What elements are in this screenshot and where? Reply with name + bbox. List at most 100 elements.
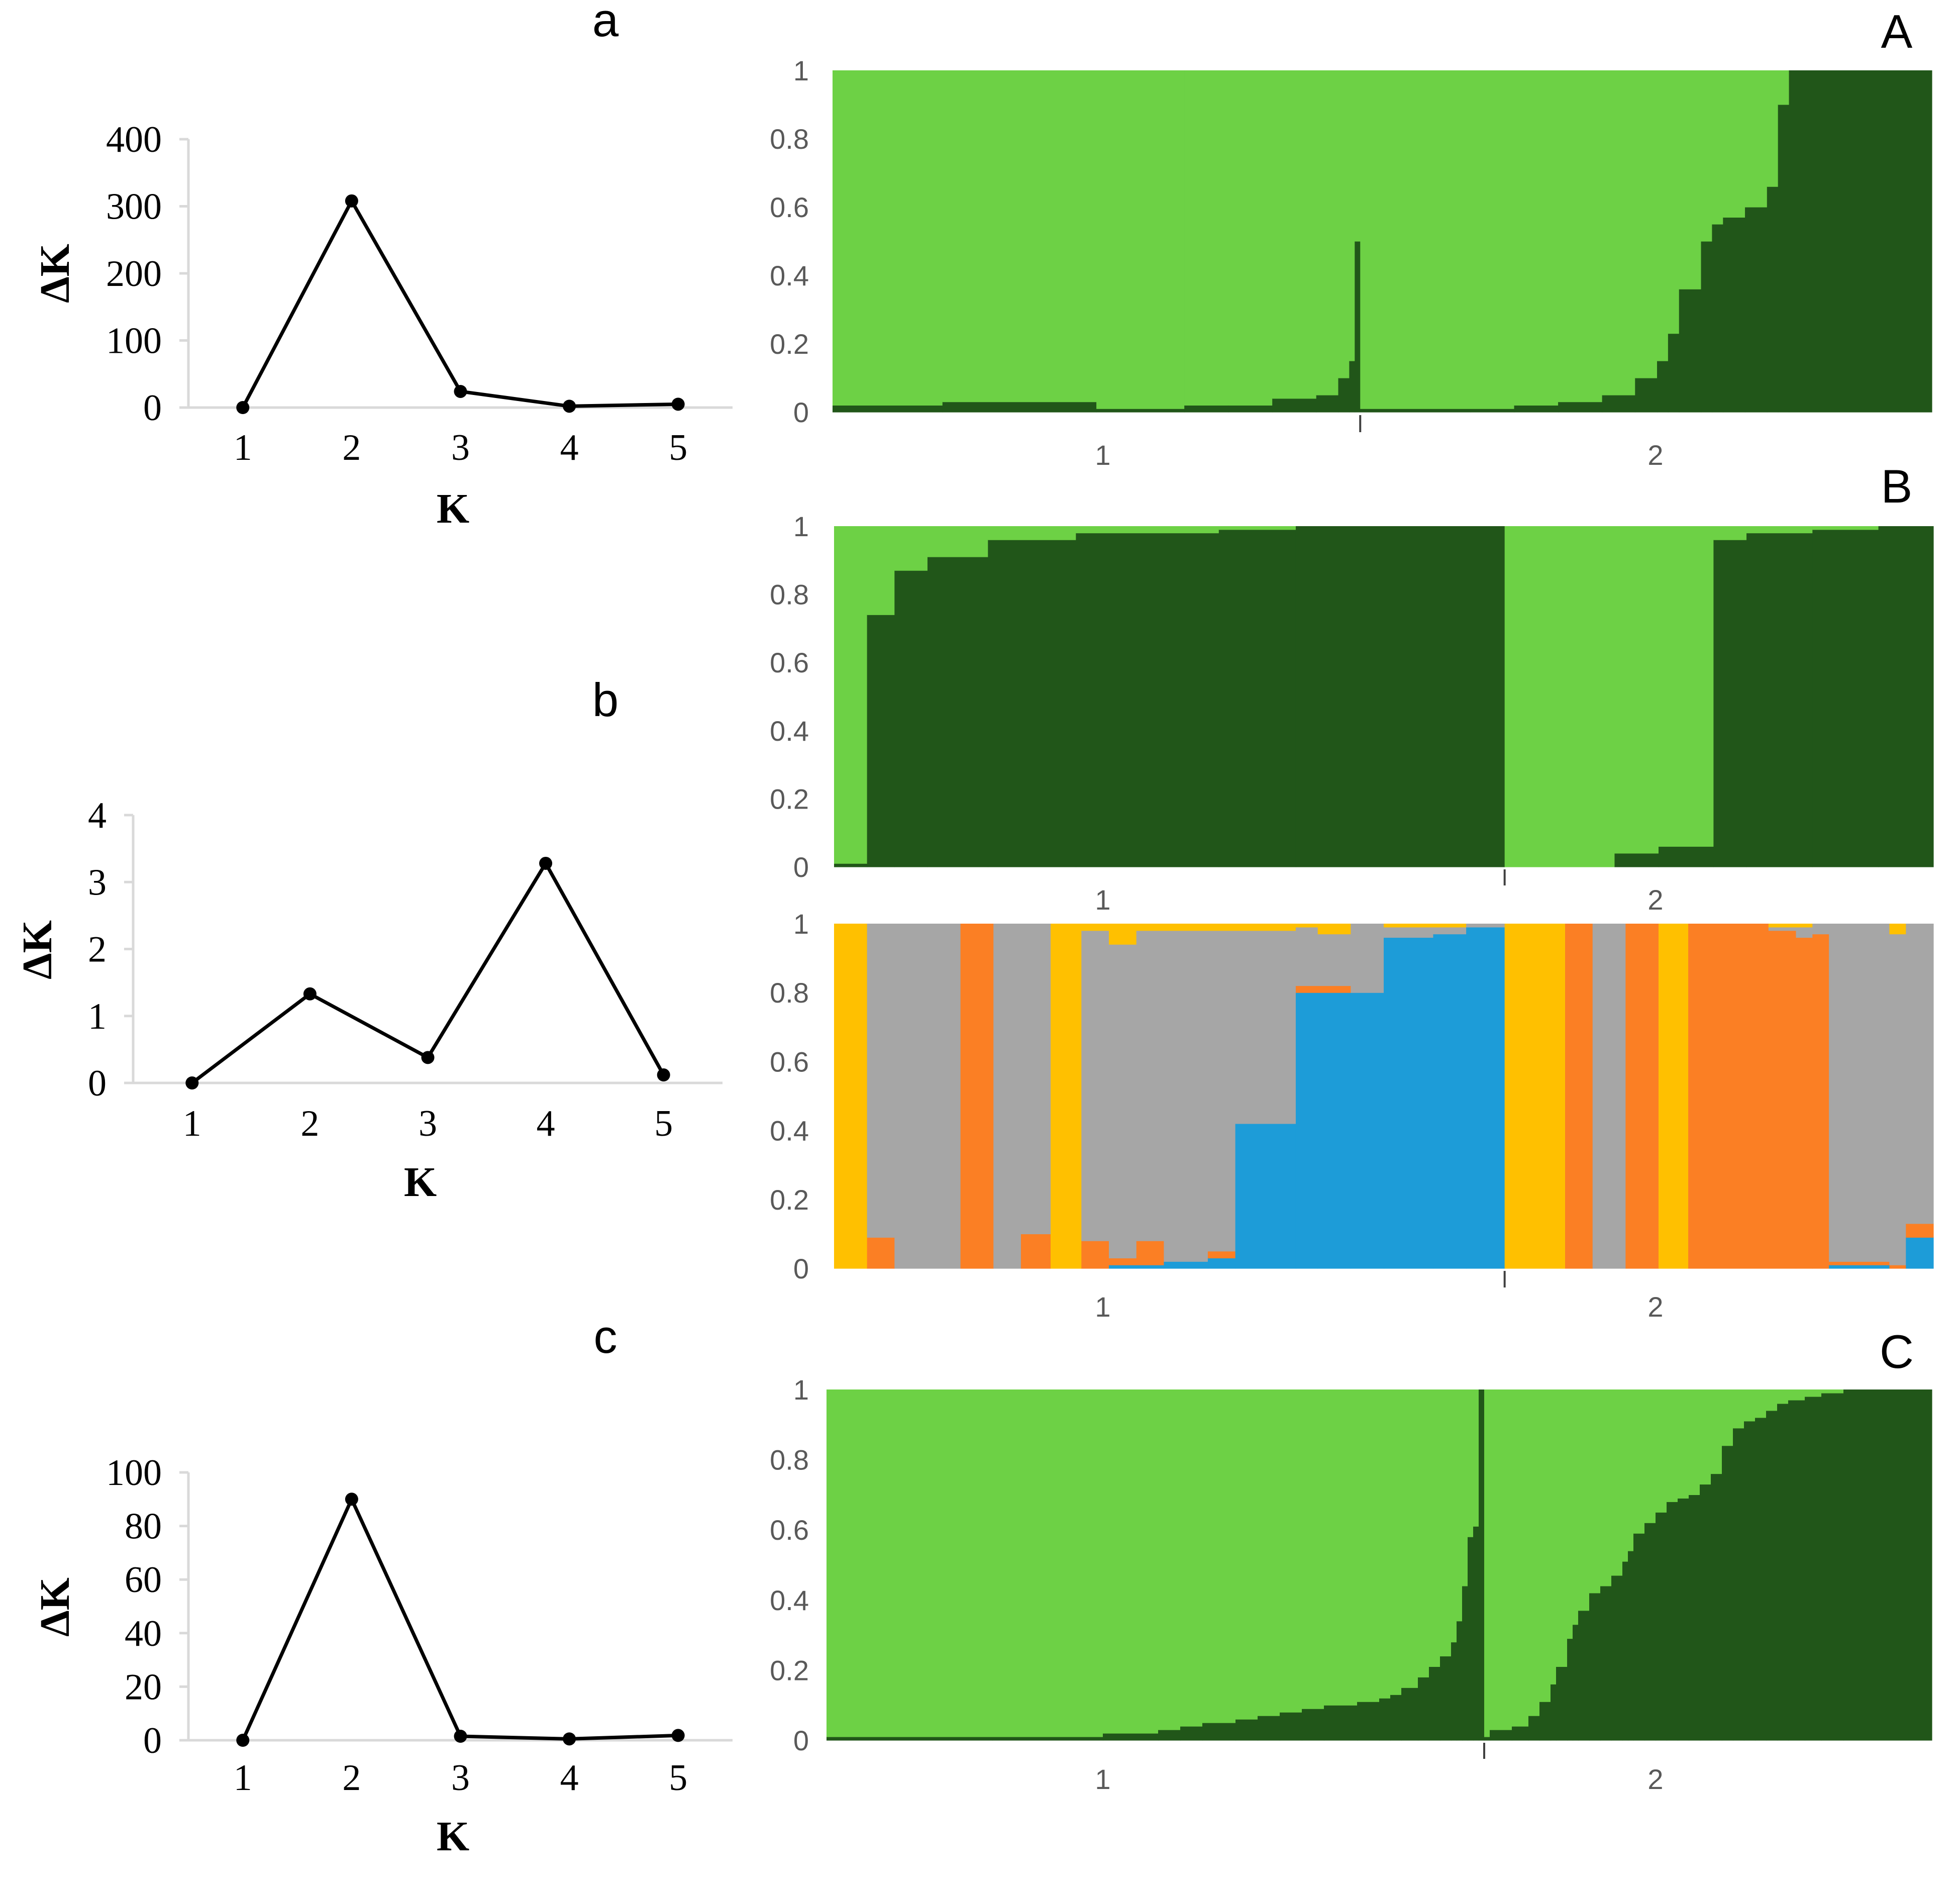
y-tick-label: 2: [88, 929, 107, 970]
y-tick-label: 1: [793, 511, 809, 542]
y-tick-label: 0.4: [770, 260, 809, 291]
ancestry-bar-segment-light-green: [1668, 70, 1680, 334]
ancestry-bar-segment-light-green: [1614, 526, 1659, 854]
ancestry-bar-segment-dark-green: [1379, 1698, 1391, 1741]
ancestry-bar-segment-light-green: [942, 70, 1097, 403]
ancestry-bar-segment-dark-green: [1667, 1502, 1678, 1741]
ancestry-bar-segment-light-green: [1338, 70, 1350, 378]
ancestry-bar-segment-light-green: [1357, 1389, 1380, 1702]
ancestry-bar-segment-orange: [1565, 924, 1593, 1269]
data-point: [671, 1729, 685, 1742]
y-tick-label: 0.4: [770, 1584, 809, 1616]
ancestry-bar-segment-light-green: [1589, 1389, 1601, 1594]
ancestry-bar-segment-dark-green: [1644, 1523, 1656, 1741]
ancestry-bar-segment-dark-green: [1468, 1537, 1474, 1741]
ancestry-bar-segment-dark-green: [1843, 1389, 1932, 1741]
ancestry-bar-segment-dark-green: [1573, 1624, 1579, 1741]
ancestry-bar-segment-dark-green: [827, 1737, 993, 1741]
ancestry-bar-segment-light-green: [1633, 1389, 1645, 1534]
structure-barplot-A: A 0 0.2 0.4 0.6 0.8 1 1 2: [770, 5, 1932, 471]
x-tick-label: 2: [342, 1757, 361, 1799]
ancestry-bar-segment-light-green: [1778, 70, 1790, 105]
ancestry-bar-segment-orange: [1207, 1251, 1236, 1259]
ancestry-bar-segment-light-green: [927, 526, 988, 557]
ancestry-bar-segment-dark-green: [1390, 1695, 1402, 1741]
ancestry-bar-segment-orange: [1688, 924, 1769, 1269]
ancestry-bar-segment-dark-green: [1600, 1585, 1612, 1741]
ancestry-bar-segment-dark-green: [1180, 1726, 1203, 1741]
data-point: [454, 384, 467, 398]
ancestry-bar-segment-light-green: [1746, 526, 1813, 534]
x-tick-label: 4: [560, 427, 579, 468]
ancestry-bar-segment-dark-green: [1184, 405, 1229, 413]
ancestry-bar-segment-light-green: [1539, 1389, 1551, 1702]
ancestry-bar-segment-dark-green: [1659, 846, 1714, 867]
y-tick-label: 0.2: [770, 328, 809, 360]
y-tick-label: 0.2: [770, 1654, 809, 1686]
ancestry-bar-segment-light-green: [1821, 1389, 1844, 1394]
ancestry-bar-segment-blue: [1207, 1258, 1236, 1269]
ancestry-bar-segment-dark-green: [1777, 1403, 1789, 1741]
ancestry-bar-segment-yellow: [1768, 924, 1797, 928]
ancestry-bar-segment-dark-green: [1457, 1621, 1463, 1741]
x-tick-label: 4: [537, 1103, 555, 1144]
ancestry-bar-segment-dark-green: [1878, 526, 1934, 867]
ancestry-bar-segment-light-green: [1812, 526, 1879, 530]
ancestry-bar-segment-dark-green: [1821, 1393, 1844, 1741]
ancestry-bar-segment-light-green: [1302, 1389, 1324, 1709]
y-tick-label: 0.8: [770, 1444, 809, 1476]
ancestry-bar-segment-dark-green: [1712, 224, 1723, 413]
ancestry-bar-segment-light-green: [1700, 1389, 1711, 1485]
ancestry-bar-segment-light-green: [1701, 70, 1712, 242]
y-tick-label: 40: [125, 1613, 162, 1654]
ancestry-bar-segment-dark-green: [1789, 70, 1932, 413]
ancestry-bar-segment-light-green: [867, 526, 895, 615]
y-axis-title: ΔK: [32, 244, 78, 303]
ancestry-bar-segment-dark-green: [1628, 1551, 1634, 1741]
ancestry-bar-segment-yellow: [1659, 924, 1689, 1269]
ancestry-bar-segment-dark-green: [1338, 378, 1350, 413]
ancestry-bar-segment-dark-green: [1470, 409, 1515, 413]
ancestry-bar-segment-dark-green: [1418, 1677, 1429, 1741]
ancestry-bar-segment-yellow: [1433, 924, 1467, 928]
delta-k-chart-b: b 0 1 2 3 4 1 2 3 4 5 K ΔK: [14, 673, 723, 1206]
ancestry-bar-segment-light-green: [1573, 1389, 1579, 1625]
ancestry-bar-segment-light-green: [1788, 1389, 1805, 1401]
ancestry-bar-segment-yellow: [1164, 924, 1208, 931]
ancestry-bar-segment-light-green: [1745, 70, 1768, 208]
ancestry-bar-segment-light-green: [1418, 1389, 1429, 1677]
ancestry-bar-segment-blue: [1433, 934, 1467, 1269]
ancestry-bar-segment-gray: [1433, 927, 1467, 935]
ancestry-bar-segment-dark-green: [1228, 405, 1273, 413]
ancestry-bar-segment-dark-green: [1767, 186, 1779, 413]
y-tick-label: 100: [106, 321, 162, 362]
ancestry-bar-segment-dark-green: [1633, 1533, 1645, 1741]
group-label: 2: [1647, 439, 1663, 471]
ancestry-bar-segment-dark-green: [1805, 1396, 1822, 1741]
ancestry-bar-segment-dark-green: [1235, 1719, 1258, 1741]
delta-k-chart-a: a 0 100 200 300 400 1 2 3 4 5 K ΔK: [32, 0, 733, 532]
ancestry-bar-segment-light-green: [1401, 1389, 1418, 1688]
ancestry-bar-segment-orange: [1796, 937, 1813, 1269]
ancestry-bar-segment-light-green: [1713, 526, 1747, 540]
panel-label-a: a: [592, 0, 619, 46]
y-tick-label: 60: [125, 1559, 162, 1601]
data-point: [454, 1730, 467, 1743]
ancestry-bar-segment-blue: [1466, 927, 1505, 1269]
ancestry-bar-segment-light-green: [1777, 1389, 1789, 1404]
ancestry-bar-segment-dark-green: [1103, 1733, 1159, 1741]
ancestry-bar-segment-dark-green: [1713, 540, 1747, 867]
y-tick-label: 1: [793, 55, 809, 86]
ancestry-bar-segment-light-green: [1659, 526, 1714, 847]
ancestry-bar-segment-dark-green: [1689, 1495, 1700, 1741]
x-tick-label: 1: [234, 1757, 252, 1799]
ancestry-bar-segment-orange: [1768, 930, 1797, 1269]
ancestry-bar-segment-gray: [1020, 924, 1051, 1234]
group-label: 1: [1095, 1763, 1110, 1795]
x-tick-label: 5: [654, 1103, 673, 1144]
data-point: [185, 1076, 199, 1089]
ancestry-bar-segment-gray: [1796, 927, 1813, 938]
ancestry-bar-segment-orange: [1906, 1223, 1934, 1238]
ancestry-bar-segment-light-green: [1723, 70, 1745, 218]
ancestry-bar-segment-dark-green: [1473, 1526, 1479, 1741]
